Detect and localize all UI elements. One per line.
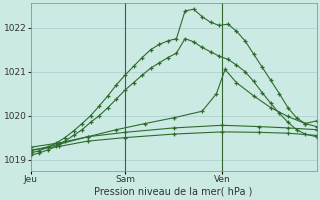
X-axis label: Pression niveau de la mer( hPa ): Pression niveau de la mer( hPa ) — [94, 187, 253, 197]
